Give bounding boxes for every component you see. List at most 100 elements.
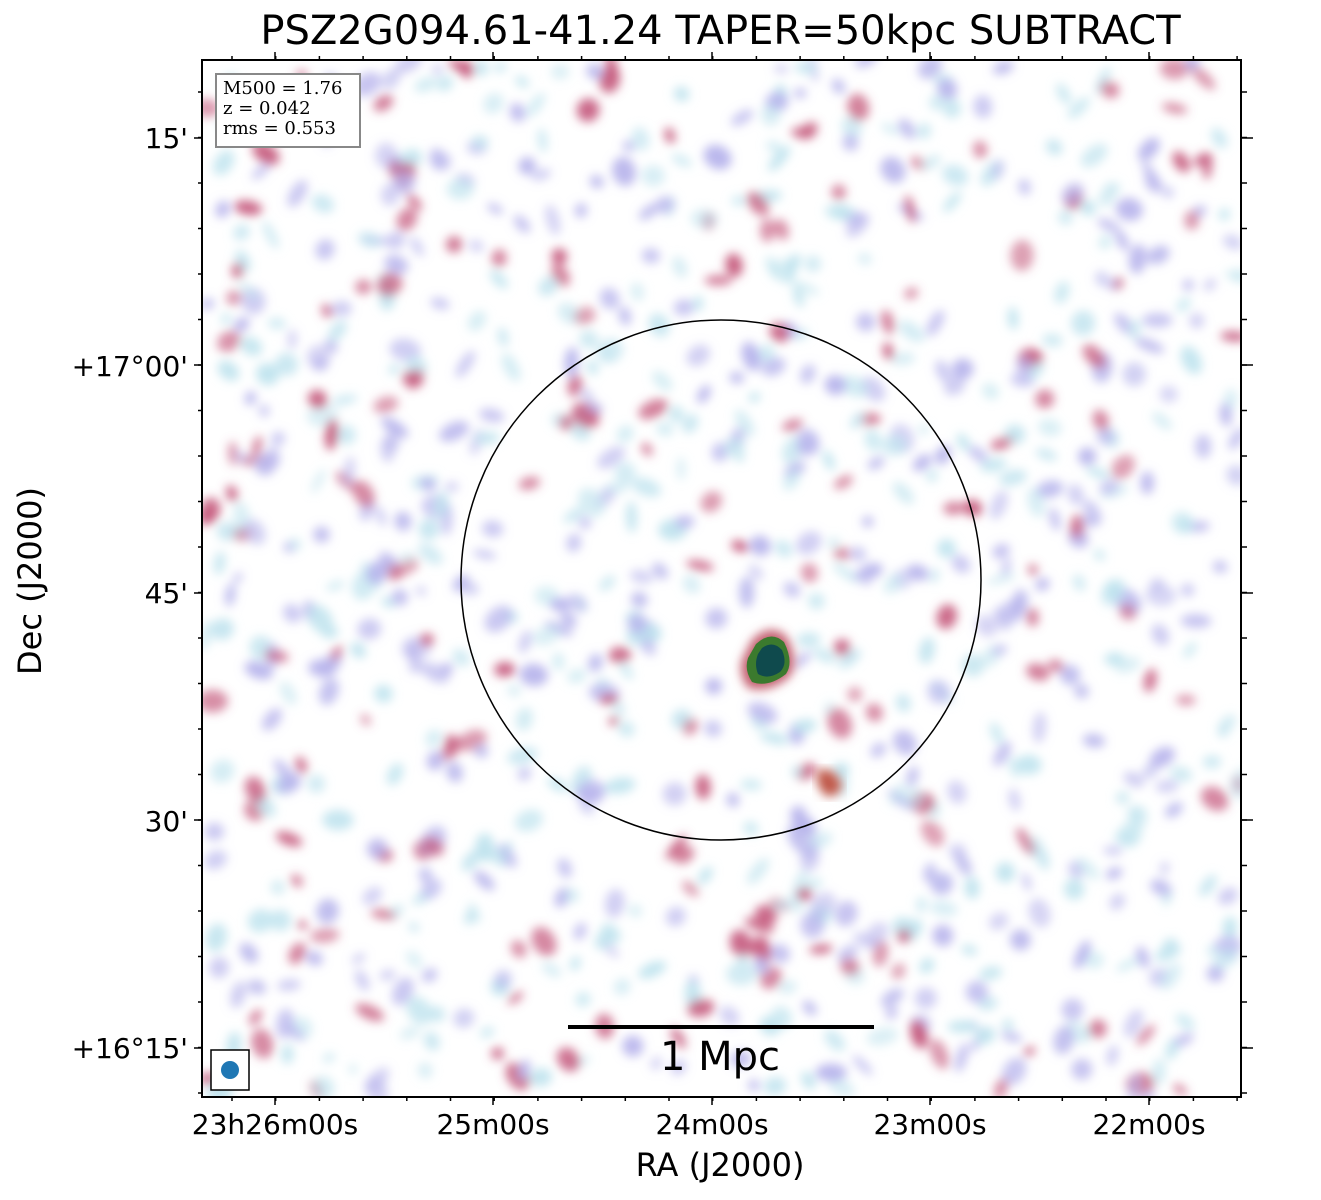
noise-blob: [574, 306, 596, 325]
noise-blob: [768, 145, 791, 172]
noise-blob: [833, 475, 853, 490]
noise-blob: [842, 133, 859, 152]
noise-blob: [1141, 313, 1173, 328]
noise-blob: [373, 94, 394, 112]
noise-blob: [348, 1063, 358, 1075]
noise-blob: [1047, 659, 1065, 673]
noise-blob: [754, 956, 769, 975]
noise-blob: [1162, 938, 1178, 951]
noise-blob: [336, 425, 356, 445]
noise-blob: [233, 200, 263, 216]
noise-blob: [313, 526, 330, 543]
noise-blob: [275, 831, 303, 847]
noise-blob: [570, 956, 581, 971]
noise-blob: [226, 290, 242, 306]
noise-blob: [757, 344, 775, 363]
noise-blob: [408, 922, 420, 933]
noise-blob: [575, 992, 591, 1007]
noise-blob: [384, 432, 400, 452]
noise-blob: [812, 647, 837, 664]
noise-blob: [1128, 319, 1141, 339]
redshift-value: z = 0.042: [223, 98, 311, 119]
noise-blob: [1042, 333, 1063, 347]
noise-blob: [545, 204, 561, 236]
noise-blob: [247, 979, 267, 995]
noise-blob: [682, 718, 699, 736]
y-axis-title: Dec (J2000): [11, 487, 49, 675]
noise-blob: [455, 350, 476, 378]
noise-blob: [763, 1076, 787, 1096]
noise-blob: [1219, 402, 1232, 427]
noise-blob: [251, 1028, 274, 1059]
noise-blob: [394, 511, 413, 532]
noise-blob: [1145, 584, 1177, 607]
noise-blob: [558, 415, 574, 431]
noise-blob: [1018, 178, 1031, 196]
noise-blob: [847, 93, 870, 122]
noise-blob: [566, 533, 582, 553]
noise-blob: [537, 128, 548, 153]
noise-blob: [947, 1020, 979, 1033]
noise-blob: [951, 358, 974, 380]
noise-blob: [220, 313, 232, 325]
noise-blob: [686, 344, 711, 367]
noise-blob: [895, 693, 911, 713]
noise-blob: [1155, 944, 1181, 962]
noise-blob: [731, 195, 747, 206]
noise-blob: [501, 353, 521, 382]
noise-blob: [880, 310, 895, 335]
noise-blob: [453, 1008, 475, 1028]
noise-blob: [1035, 577, 1050, 591]
noise-blob: [483, 93, 504, 114]
noise-blob: [202, 497, 221, 523]
noise-blob: [481, 520, 504, 538]
noise-blob: [815, 1063, 847, 1082]
noise-blob: [833, 204, 848, 220]
noise-blob: [838, 648, 861, 669]
noise-blob: [418, 518, 440, 540]
noise-blob: [616, 425, 634, 443]
noise-blob: [1016, 355, 1034, 378]
noise-blob: [704, 720, 722, 738]
noise-blob: [1036, 480, 1064, 498]
noise-blob: [1067, 97, 1090, 119]
noise-blob: [638, 961, 667, 979]
noise-blob: [399, 1026, 421, 1040]
noise-blob: [975, 615, 998, 637]
noise-blob: [866, 922, 889, 945]
noise-blob: [1194, 434, 1212, 459]
noise-blob: [547, 777, 568, 792]
noise-blob: [891, 352, 916, 366]
noise-blob: [1053, 1025, 1075, 1055]
noise-blob: [921, 154, 941, 170]
noise-blob: [671, 153, 692, 168]
noise-blob: [407, 641, 420, 662]
noise-blob: [1100, 81, 1120, 99]
noise-blob: [393, 171, 416, 194]
noise-blob: [748, 392, 761, 403]
noise-blob: [1114, 832, 1136, 847]
noise-blob: [1191, 66, 1216, 90]
noise-blob: [514, 809, 543, 832]
noise-blob: [473, 870, 495, 891]
noise-blob: [325, 339, 338, 353]
noise-blob: [480, 1026, 495, 1038]
noise-blob: [912, 454, 932, 472]
noise-blob: [1035, 389, 1055, 409]
noise-blob: [567, 374, 583, 397]
noise-blob: [752, 935, 772, 965]
noise-blob: [531, 926, 557, 957]
noise-blob: [243, 519, 266, 545]
noise-blob: [386, 763, 404, 786]
noise-blob: [744, 917, 775, 933]
noise-blob: [322, 809, 354, 831]
noise-blob: [274, 352, 299, 376]
noise-blob: [1092, 409, 1109, 431]
noise-blob: [982, 383, 999, 400]
noise-blob: [380, 183, 400, 206]
noise-blob: [312, 1076, 335, 1097]
noise-blob: [992, 543, 1010, 559]
noise-blob: [1172, 151, 1191, 173]
noise-blob: [589, 175, 604, 189]
